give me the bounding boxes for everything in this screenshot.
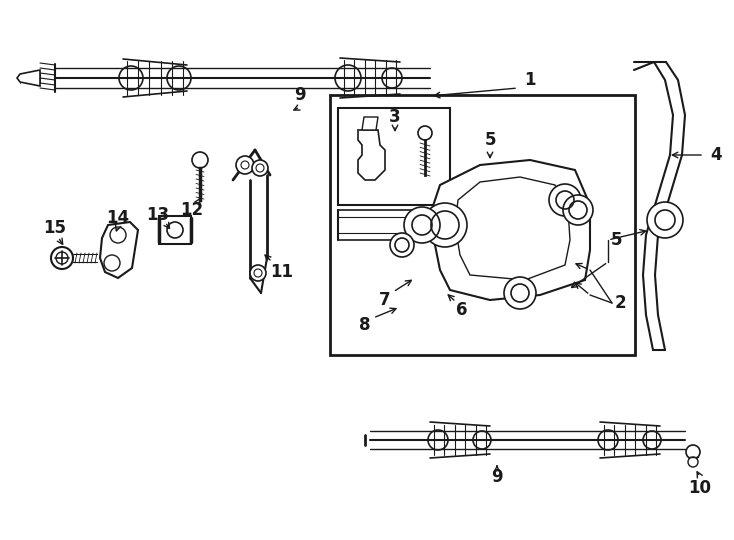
Text: 4: 4 bbox=[711, 146, 722, 164]
Circle shape bbox=[51, 247, 73, 269]
Bar bbox=[159, 216, 191, 244]
Text: 5: 5 bbox=[484, 131, 495, 149]
Circle shape bbox=[104, 255, 120, 271]
Text: 1: 1 bbox=[524, 71, 536, 89]
Circle shape bbox=[404, 207, 440, 243]
Text: 13: 13 bbox=[147, 206, 170, 224]
Circle shape bbox=[686, 445, 700, 459]
Text: 2: 2 bbox=[614, 294, 626, 312]
Circle shape bbox=[250, 265, 266, 281]
Text: 14: 14 bbox=[106, 209, 130, 227]
Circle shape bbox=[504, 277, 536, 309]
Text: 12: 12 bbox=[181, 201, 203, 219]
Text: 6: 6 bbox=[457, 301, 468, 319]
Circle shape bbox=[563, 195, 593, 225]
Circle shape bbox=[252, 160, 268, 176]
Circle shape bbox=[390, 233, 414, 257]
Circle shape bbox=[236, 156, 254, 174]
Circle shape bbox=[647, 202, 683, 238]
Bar bbox=[330, 95, 635, 355]
Text: 9: 9 bbox=[491, 468, 503, 486]
Polygon shape bbox=[430, 160, 590, 300]
Text: 8: 8 bbox=[359, 316, 371, 334]
Text: 3: 3 bbox=[389, 108, 401, 126]
Polygon shape bbox=[17, 70, 40, 86]
Text: 7: 7 bbox=[379, 291, 390, 309]
Text: 11: 11 bbox=[271, 263, 294, 281]
Polygon shape bbox=[358, 130, 385, 180]
Text: 15: 15 bbox=[43, 219, 67, 237]
Circle shape bbox=[192, 152, 208, 168]
Circle shape bbox=[423, 203, 467, 247]
Polygon shape bbox=[362, 117, 378, 130]
Circle shape bbox=[688, 457, 698, 467]
Text: 5: 5 bbox=[610, 231, 622, 249]
Circle shape bbox=[110, 227, 126, 243]
Polygon shape bbox=[100, 222, 138, 278]
Text: 10: 10 bbox=[688, 479, 711, 497]
Bar bbox=[338, 108, 450, 205]
Circle shape bbox=[549, 184, 581, 216]
Circle shape bbox=[418, 126, 432, 140]
Text: 9: 9 bbox=[294, 86, 306, 104]
